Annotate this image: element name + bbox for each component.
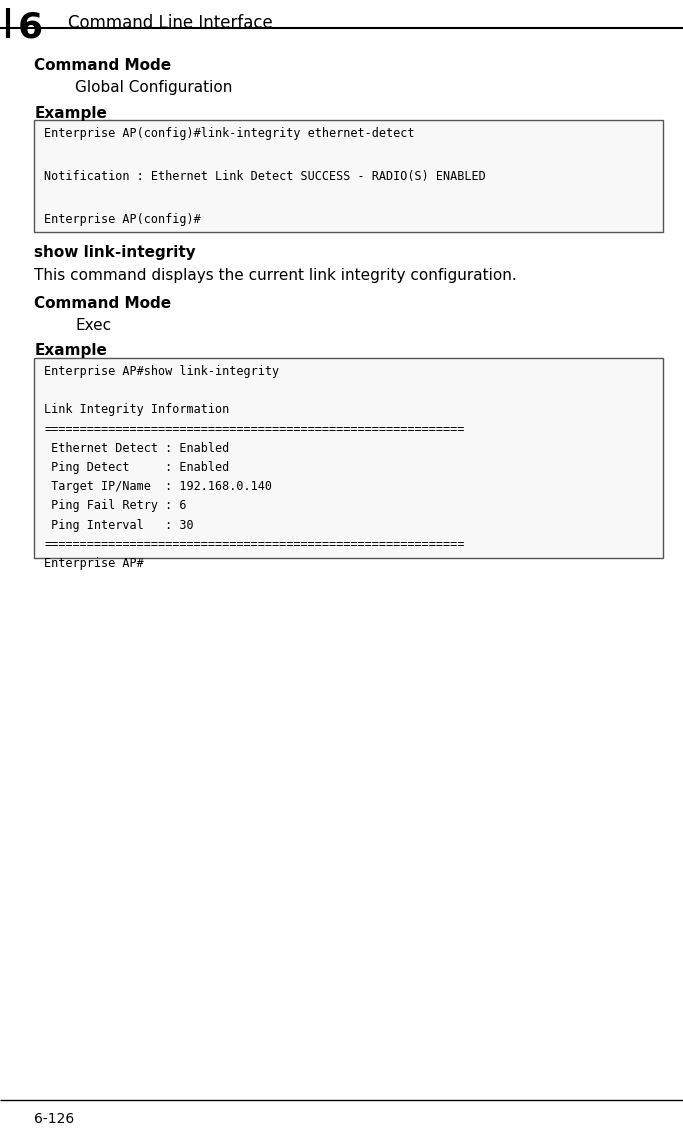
Text: Command Mode: Command Mode (34, 58, 171, 73)
Text: This command displays the current link integrity configuration.: This command displays the current link i… (34, 268, 517, 283)
Text: 6: 6 (18, 11, 43, 45)
FancyBboxPatch shape (34, 120, 663, 232)
Text: Global Configuration: Global Configuration (75, 80, 232, 95)
FancyBboxPatch shape (34, 358, 663, 558)
Text: Command Mode: Command Mode (34, 296, 171, 311)
Text: Exec: Exec (75, 318, 111, 333)
Text: Enterprise AP#show link-integrity

Link Integrity Information
==================: Enterprise AP#show link-integrity Link I… (44, 365, 464, 570)
Text: Example: Example (34, 106, 107, 121)
Text: Enterprise AP(config)#link-integrity ethernet-detect

Notification : Ethernet Li: Enterprise AP(config)#link-integrity eth… (44, 127, 486, 226)
Text: 6-126: 6-126 (34, 1112, 74, 1126)
Text: show link-integrity: show link-integrity (34, 245, 196, 259)
Text: Example: Example (34, 343, 107, 358)
Text: Command Line Interface: Command Line Interface (68, 14, 273, 32)
